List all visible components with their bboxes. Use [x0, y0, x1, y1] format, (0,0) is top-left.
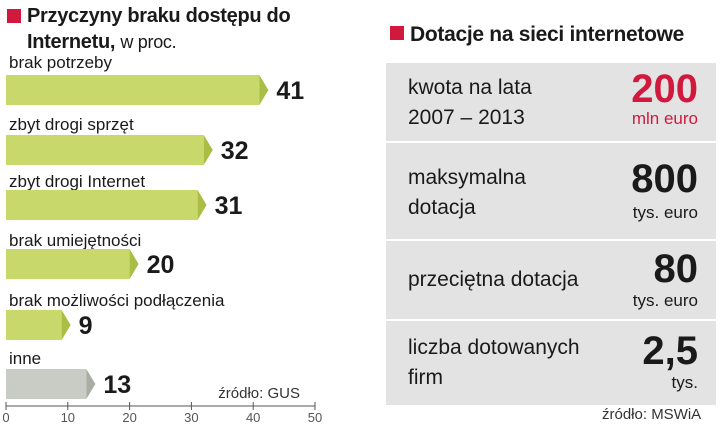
stat-value: 80 — [653, 247, 699, 291]
stat-unit: mln euro — [631, 109, 698, 128]
bar-tip — [61, 310, 71, 340]
bar-tip — [203, 135, 213, 165]
value-label: 32 — [221, 137, 249, 165]
stat-label: przeciętna dotacja — [408, 268, 579, 291]
bar-tip — [129, 249, 139, 279]
title-marker — [7, 9, 21, 23]
stat-row-companies: liczba dotowanych firm 2,5 tys. — [386, 319, 716, 407]
x-tick-label: 30 — [184, 410, 198, 425]
chart-title-unit: w proc. — [120, 32, 177, 52]
category-label: inne — [9, 349, 41, 368]
chart-title-text: Przyczyny braku dostępu do Internetu, — [27, 5, 291, 53]
value-label: 9 — [79, 312, 93, 340]
chart-title: Przyczyny braku dostępu do Internetu, w … — [27, 3, 327, 55]
x-tick-label: 20 — [122, 410, 136, 425]
left-panel: brak potrzeby 41 zbyt drogi sprzęt 32 zbyt d… — [0, 0, 330, 426]
stat-row-average: przeciętna dotacja 80 tys. euro — [386, 239, 716, 321]
bar — [6, 190, 198, 220]
value-label: 31 — [215, 192, 243, 220]
stat-unit: tys. euro — [632, 203, 698, 222]
panel-title-marker — [390, 26, 404, 40]
x-tick-label: 10 — [61, 410, 75, 425]
bar — [6, 369, 87, 399]
stat-label: maksymalna dotacja — [408, 166, 526, 219]
bar-tip — [259, 75, 269, 105]
bar — [6, 135, 204, 165]
value-label: 13 — [103, 371, 131, 399]
value-label: 20 — [147, 251, 175, 279]
panel-title: Dotacje na sieci internetowe — [410, 23, 685, 46]
panel-source: źródło: MSWiA — [602, 406, 702, 423]
category-label: brak umiejętności — [9, 231, 141, 250]
value-label: 41 — [276, 77, 304, 105]
category-label: zbyt drogi sprzęt — [9, 115, 134, 134]
bar — [6, 75, 260, 105]
stat-label: kwota na lata 2007 – 2013 — [408, 76, 532, 129]
category-label: brak potrzeby — [9, 53, 112, 72]
bar — [6, 310, 62, 340]
stat-unit: tys. euro — [632, 291, 698, 310]
stat-row-total: kwota na lata 2007 – 2013 200 mln euro — [386, 61, 716, 143]
bar-chart: brak potrzeby 41 zbyt drogi sprzęt 32 zbyt d… — [2, 53, 322, 425]
stat-unit: tys. — [671, 373, 698, 392]
x-tick-label: 0 — [2, 410, 9, 425]
stat-value: 200 — [631, 67, 698, 111]
stat-value: 2,5 — [642, 329, 698, 373]
x-tick-label: 40 — [246, 410, 260, 425]
x-tick-label: 50 — [308, 410, 322, 425]
category-label: zbyt drogi Internet — [9, 172, 145, 191]
subsidy-panel-header: Dotacje na sieci internetowe — [386, 5, 716, 63]
stat-label: liczba dotowanych firm — [408, 336, 580, 389]
bar — [6, 249, 130, 279]
stat-value: 800 — [631, 157, 698, 201]
category-label: brak możliwości podłączenia — [9, 291, 225, 310]
bar-tip — [197, 190, 207, 220]
subsidy-panel: Dotacje na sieci internetowe kwota na la… — [386, 5, 716, 405]
bar-tip — [86, 369, 96, 399]
stat-row-max: maksymalna dotacja 800 tys. euro — [386, 141, 716, 241]
chart-source: źródło: GUS — [218, 385, 300, 402]
